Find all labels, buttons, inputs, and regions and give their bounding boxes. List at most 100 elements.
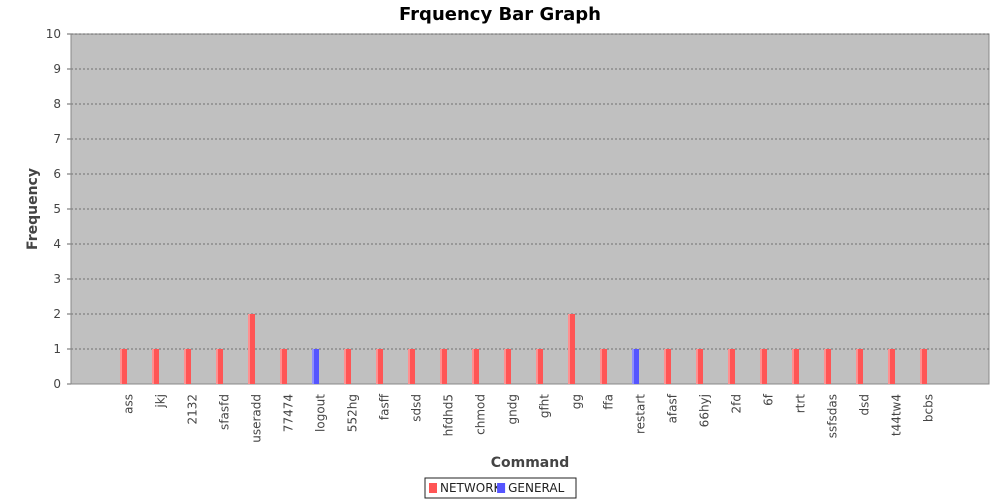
bar-network	[120, 349, 127, 384]
bar-network	[920, 349, 927, 384]
bar-network	[248, 314, 255, 384]
x-tick-label: hfdhd5	[442, 394, 456, 436]
bar-highlight	[760, 349, 762, 384]
y-tick-label: 4	[53, 237, 61, 251]
bar-highlight	[536, 349, 538, 384]
x-tick-label: restart	[634, 394, 648, 434]
y-tick-label: 10	[46, 27, 61, 41]
bar-highlight	[696, 349, 698, 384]
bar-highlight	[568, 314, 570, 384]
y-tick-label: 8	[53, 97, 61, 111]
x-tick-label: gndg	[506, 394, 520, 424]
x-tick-label: t44tw4	[890, 394, 904, 436]
bar-highlight	[856, 349, 858, 384]
bar-general	[312, 349, 319, 384]
bar-highlight	[408, 349, 410, 384]
legend: NETWORK GENERAL	[424, 477, 577, 499]
legend-swatch-network	[429, 483, 437, 493]
y-tick-label: 6	[53, 167, 61, 181]
bar-highlight	[888, 349, 890, 384]
bar-network	[280, 349, 287, 384]
bar-highlight	[184, 349, 186, 384]
x-tick-label: useradd	[250, 394, 264, 443]
bar-network	[696, 349, 703, 384]
bar-general	[632, 349, 639, 384]
x-tick-label: bcbs	[922, 394, 936, 422]
bar-network	[408, 349, 415, 384]
bar-network	[440, 349, 447, 384]
y-tick-label: 9	[53, 62, 61, 76]
bar-highlight	[280, 349, 282, 384]
legend-swatch-general	[497, 483, 506, 493]
x-tick-label: 66hyj	[698, 394, 712, 427]
bar-highlight	[600, 349, 602, 384]
x-tick-label: 2fd	[730, 394, 744, 413]
x-tick-label: fasff	[378, 393, 392, 420]
bar-highlight	[920, 349, 922, 384]
bar-highlight	[792, 349, 794, 384]
y-tick-label: 0	[53, 377, 61, 391]
bar-network	[184, 349, 191, 384]
chart-title: Frquency Bar Graph	[399, 4, 601, 25]
x-tick-label: 6f	[762, 393, 776, 406]
x-tick-label: dsd	[858, 394, 872, 416]
bar-network	[504, 349, 511, 384]
bar-highlight	[248, 314, 250, 384]
x-tick-label: chmod	[474, 394, 488, 435]
bar-highlight	[728, 349, 730, 384]
bar-network	[600, 349, 607, 384]
x-tick-label: sdsd	[410, 394, 424, 422]
bar-highlight	[440, 349, 442, 384]
x-tick-label: 552hg	[346, 394, 360, 432]
x-tick-label: rtrt	[794, 394, 808, 414]
x-tick-label: ass	[122, 394, 136, 414]
bar-network	[856, 349, 863, 384]
y-tick-label: 3	[53, 272, 61, 286]
bar-network	[152, 349, 159, 384]
x-tick-label: ssfsdas	[826, 394, 840, 438]
bar-highlight	[152, 349, 154, 384]
y-tick-label: 5	[53, 202, 61, 216]
bar-network	[536, 349, 543, 384]
plot-area: 0 1 2 3 4 5 6 7 8 9 10 ass jkj 2132 sfasfd useradd 77474…	[46, 27, 990, 443]
bar-network	[728, 349, 735, 384]
x-tick-label: afasf	[666, 393, 680, 423]
x-tick-label: logout	[314, 394, 328, 432]
x-tick-label: 77474	[282, 394, 296, 432]
x-axis-label: Command	[491, 455, 570, 471]
bar-network	[568, 314, 575, 384]
bar-highlight	[632, 349, 634, 384]
bar-highlight	[120, 349, 122, 384]
bar-highlight	[824, 349, 826, 384]
x-tick-label: ffa	[602, 394, 616, 410]
legend-label-general: GENERAL	[508, 481, 564, 495]
bar-network	[760, 349, 767, 384]
bar-network	[824, 349, 831, 384]
bar-network	[216, 349, 223, 384]
y-axis-label: Frequency	[25, 168, 41, 250]
y-tick-label: 1	[53, 342, 61, 356]
bar-highlight	[216, 349, 218, 384]
bar-network	[472, 349, 479, 384]
x-tick-label: jkj	[154, 394, 168, 409]
y-tick-label: 2	[53, 307, 61, 321]
x-tick-label: sfasfd	[218, 394, 232, 430]
x-tick-label: gfht	[538, 394, 552, 418]
x-tick-label: 2132	[186, 394, 200, 425]
bar-network	[344, 349, 351, 384]
bar-network	[664, 349, 671, 384]
bar-highlight	[664, 349, 666, 384]
bar-highlight	[472, 349, 474, 384]
bar-highlight	[376, 349, 378, 384]
y-tick-label: 7	[53, 132, 61, 146]
bar-highlight	[504, 349, 506, 384]
bar-network	[376, 349, 383, 384]
bar-network	[792, 349, 799, 384]
x-tick-label: gg	[570, 394, 584, 409]
bar-highlight	[312, 349, 314, 384]
bar-network	[888, 349, 895, 384]
bar-highlight	[344, 349, 346, 384]
legend-label-network: NETWORK	[440, 481, 503, 495]
